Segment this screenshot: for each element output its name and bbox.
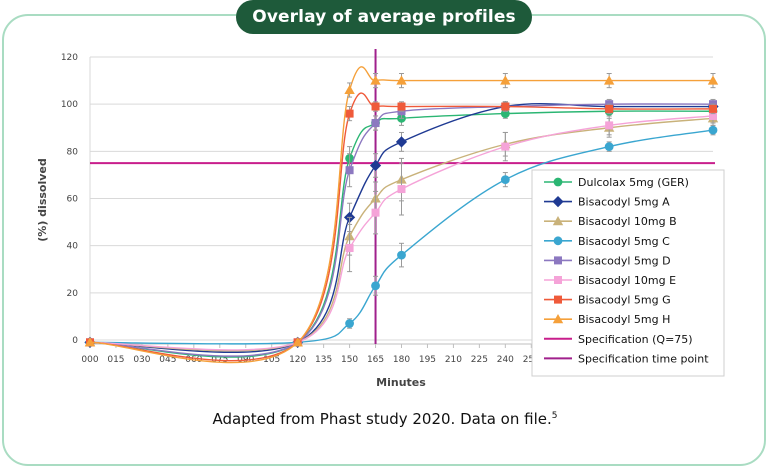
y-tick-label: 20 xyxy=(67,289,79,299)
x-tick-label: 165 xyxy=(367,355,384,365)
legend-swatch-marker xyxy=(552,196,564,208)
legend-swatch-marker xyxy=(552,216,564,226)
legend-box xyxy=(531,169,725,377)
legend: Dulcolax 5mg (GER) Bisacodyl 5mg A Bisacod… xyxy=(531,169,725,377)
legend-label: Bisacodyl 10mg B xyxy=(578,215,677,228)
data-point xyxy=(501,142,510,151)
data-point xyxy=(501,102,510,111)
data-point xyxy=(397,102,406,111)
y-tick-label: 60 xyxy=(67,195,79,205)
legend-label: Bisacodyl 5mg A xyxy=(578,196,670,209)
legend-label: Dulcolax 5mg (GER) xyxy=(578,176,689,189)
data-point xyxy=(396,75,407,85)
series-group xyxy=(84,66,719,364)
legend-swatch-marker xyxy=(554,295,562,304)
data-point xyxy=(395,136,408,148)
data-point xyxy=(605,121,614,130)
footnote-ref: 5 xyxy=(551,411,558,421)
data-point xyxy=(371,119,380,128)
page-title: Overlay of average profiles xyxy=(236,0,532,34)
y-tick-label: 0 xyxy=(72,336,78,346)
x-axis-label: Minutes xyxy=(376,376,426,389)
x-tick-label: 210 xyxy=(445,355,462,365)
legend-label: Specification (Q=75) xyxy=(578,333,693,346)
x-tick-label: 135 xyxy=(315,355,332,365)
data-point xyxy=(500,75,511,85)
legend-swatch-marker xyxy=(552,314,564,324)
data-point xyxy=(345,319,354,328)
x-tick-label: 195 xyxy=(419,355,436,365)
data-point xyxy=(345,244,354,253)
legend-label: Bisacodyl 5mg C xyxy=(578,235,670,248)
legend-label: Bisacodyl 5mg D xyxy=(578,254,671,267)
series-bisacodyl-5mg-h xyxy=(84,66,719,364)
data-point xyxy=(84,337,96,347)
legend-label: Specification time point xyxy=(578,352,709,365)
y-axis-label: (%) dissolved xyxy=(36,158,49,241)
data-point xyxy=(397,250,406,260)
data-point xyxy=(371,281,380,291)
legend-label: Bisacodyl 5mg H xyxy=(578,313,670,326)
x-tick-label: 225 xyxy=(471,355,488,365)
footnote-text: Adapted from Phast study 2020. Data on f… xyxy=(212,410,552,428)
data-point xyxy=(709,104,717,113)
data-point xyxy=(345,166,354,175)
x-tick-label: 030 xyxy=(133,355,150,365)
data-point xyxy=(603,75,615,85)
data-point xyxy=(344,84,355,95)
series-line xyxy=(89,103,714,357)
legend-swatch-marker xyxy=(554,256,562,265)
legend-label: Bisacodyl 10mg E xyxy=(578,274,676,287)
data-point xyxy=(370,75,381,85)
x-tick-label: 015 xyxy=(107,355,124,365)
y-tick-label: 120 xyxy=(61,53,78,63)
data-point xyxy=(708,125,718,135)
x-tick-label: 045 xyxy=(159,355,176,365)
data-point xyxy=(709,111,717,120)
x-tick-label: 000 xyxy=(81,355,98,365)
legend-swatch-marker xyxy=(554,276,562,284)
data-point xyxy=(707,75,719,85)
legend-swatch-marker xyxy=(553,177,563,187)
legend-swatch-marker xyxy=(553,236,563,246)
series-line xyxy=(89,129,714,345)
x-tick-label: 120 xyxy=(289,355,306,365)
data-point xyxy=(369,159,382,172)
legend-label: Bisacodyl 5mg G xyxy=(578,294,671,307)
y-tick-label: 80 xyxy=(67,147,79,157)
x-tick-label: 255 xyxy=(523,355,540,365)
y-tick-label: 100 xyxy=(61,100,78,110)
data-point xyxy=(604,142,614,152)
x-tick-label: 240 xyxy=(497,355,514,365)
data-point xyxy=(292,337,303,347)
data-point xyxy=(371,208,380,217)
series-bisacodyl-10mg-e xyxy=(86,108,717,351)
series-line xyxy=(89,115,714,351)
y-tick-label: 40 xyxy=(67,242,79,252)
data-point xyxy=(345,109,354,118)
data-point xyxy=(397,185,406,194)
footnote: Adapted from Phast study 2020. Data on f… xyxy=(0,410,770,428)
x-tick-label: 105 xyxy=(263,355,280,365)
data-point xyxy=(500,175,510,185)
x-tick-label: 150 xyxy=(341,355,358,365)
data-point xyxy=(605,104,614,113)
data-point xyxy=(371,102,380,111)
x-tick-label: 180 xyxy=(393,355,410,365)
